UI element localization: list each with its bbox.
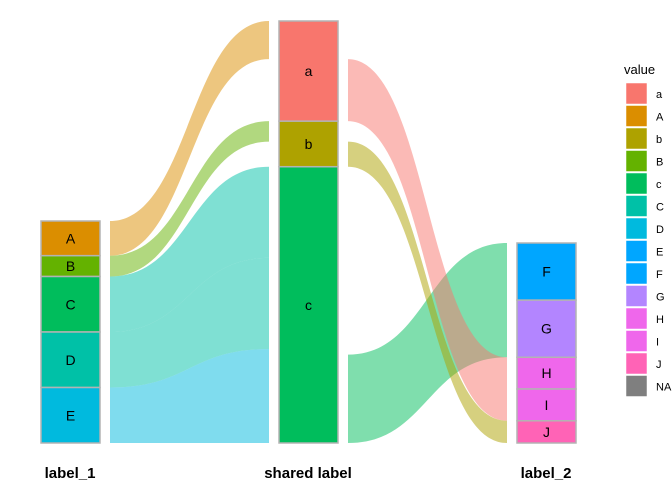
stratum-label-A: A [66,230,76,246]
flow-D-c [110,257,269,388]
legend-key-H [625,307,648,330]
legend-key-I [625,330,648,352]
legend-label-NA: NA [656,382,672,394]
flow-A-a [110,21,269,256]
flow-E-c [110,349,269,443]
stratum-label-E: E [66,407,75,423]
stratum-label-H: H [541,365,551,381]
stratum-label-I: I [545,397,549,413]
stratum-label-D: D [65,352,75,368]
legend-key-D [625,217,648,240]
legend-key-a [625,82,648,105]
legend-label-a: a [656,89,663,101]
stratum-b [278,120,339,168]
legend-key-B [625,150,648,172]
stratum-C [40,275,101,333]
legend-label-C: C [656,202,664,214]
stratum-A [40,220,101,257]
legend-label-E: E [656,247,663,259]
legend-label-b: b [656,134,662,146]
axis-label-1: label_1 [45,465,96,480]
legend-key-F [625,262,648,285]
legend-key-G [625,285,648,307]
legend-label-B: B [656,157,663,169]
stratum-I [516,388,577,422]
legend-label-c: c [656,179,662,191]
stratum-label-J: J [543,424,550,440]
legend-title: value [624,62,655,77]
stratum-a [278,20,339,122]
flow-C-c [110,166,269,332]
stratum-D [40,331,101,389]
legend-label-J: J [656,359,662,371]
stratum-G [516,299,577,359]
stratum-label-F: F [542,264,551,280]
legend-label-H: H [656,314,664,326]
legend-label-F: F [656,269,663,281]
strata-layer: AB C D Ea b c F G HIJ [40,20,577,444]
stratum-J [516,420,577,444]
legend-label-I: I [656,337,659,349]
legend-label-A: A [656,112,664,124]
legend-key-A [625,105,648,127]
legend-key-NA [625,375,648,397]
stratum-label-b: b [305,136,313,152]
flow-B-b [110,121,269,277]
flow-a-HI [348,59,507,421]
axis-labels: label_1 shared label label_2 [45,465,572,480]
stratum-label-G: G [541,321,552,337]
axis-label-2: label_2 [521,465,572,480]
legend-key-J [625,352,648,375]
flow-b-J [348,141,507,443]
legend-label-D: D [656,224,664,236]
axis-label-shared: shared label [264,465,352,480]
legend-label-G: G [656,292,665,304]
legend-key-b [625,127,648,150]
legend-key-C [625,195,648,217]
stratum-label-C: C [65,296,75,312]
stratum-E [40,386,101,444]
flow-c-FG [348,243,507,443]
stratum-label-a: a [305,63,313,79]
legend-key-E [625,240,648,262]
flows-layer [110,21,507,443]
stratum-label-B: B [66,258,75,274]
stratum-label-c: c [305,297,312,313]
legend-key-c [625,172,648,195]
stratum-c [278,165,339,444]
